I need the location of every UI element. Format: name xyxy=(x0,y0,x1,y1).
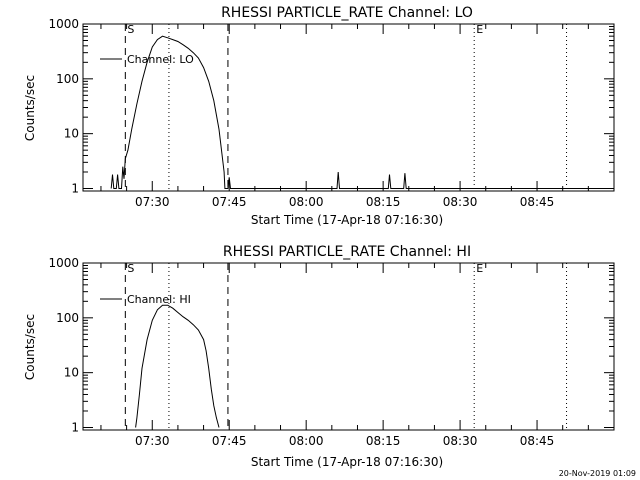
y-axis-label: Counts/sec xyxy=(23,75,37,141)
x-tick-label: 07:30 xyxy=(135,434,170,448)
x-axis-label: Start Time (17-Apr-18 07:16:30) xyxy=(251,213,443,227)
x-tick-label: 08:15 xyxy=(366,195,401,209)
y-tick-label: 10 xyxy=(64,366,79,380)
time-marker-label: E xyxy=(476,262,483,275)
y-tick-label: 100 xyxy=(56,311,79,325)
y-tick-label: 1 xyxy=(71,420,79,434)
series-line xyxy=(110,35,614,189)
x-tick-label: 08:45 xyxy=(520,195,555,209)
chart-marks: 1 10 100 1000 07:30 07:45 08:00 08:15 08:30 08:45… xyxy=(48,256,615,448)
chart-title: RHESSI PARTICLE_RATE Channel: LO xyxy=(221,5,473,21)
x-tick-label: 07:45 xyxy=(212,434,247,448)
chart-panel-hi: RHESSI PARTICLE_RATE Channel: HI Counts/… xyxy=(23,244,615,469)
legend: Channel: HI xyxy=(100,293,191,306)
timestamp: 20-Nov-2019 01:09 xyxy=(559,469,636,478)
x-tick-label: 07:30 xyxy=(135,195,170,209)
x-tick-label: 08:30 xyxy=(443,195,478,209)
chart-title: RHESSI PARTICLE_RATE Channel: HI xyxy=(223,244,471,260)
x-tick-label: 08:15 xyxy=(366,434,401,448)
x-axis-label: Start Time (17-Apr-18 07:16:30) xyxy=(251,455,443,469)
chart-marks: 1 10 100 1000 07:30 07:45 08:00 08:15 08:30 08:45… xyxy=(48,17,615,209)
series-line xyxy=(135,304,220,428)
x-tick-label: 07:45 xyxy=(212,195,247,209)
y-tick-label: 1 xyxy=(71,181,79,195)
time-marker-label: S xyxy=(127,262,134,275)
x-tick-label: 08:45 xyxy=(520,434,555,448)
x-tick-label: 08:00 xyxy=(289,434,324,448)
time-marker-label: S xyxy=(127,23,134,36)
legend-label: Channel: LO xyxy=(127,53,194,66)
legend: Channel: LO xyxy=(100,53,194,66)
time-marker-label: E xyxy=(476,23,483,36)
legend-label: Channel: HI xyxy=(127,293,191,306)
chart-panel-lo: RHESSI PARTICLE_RATE Channel: LO Counts/… xyxy=(23,5,615,227)
y-tick-label: 100 xyxy=(56,72,79,86)
x-tick-label: 08:30 xyxy=(443,434,478,448)
y-tick-label: 1000 xyxy=(48,17,79,31)
x-tick-label: 08:00 xyxy=(289,195,324,209)
y-axis-label: Counts/sec xyxy=(23,314,37,380)
y-tick-label: 1000 xyxy=(48,256,79,270)
y-tick-label: 10 xyxy=(64,127,79,141)
